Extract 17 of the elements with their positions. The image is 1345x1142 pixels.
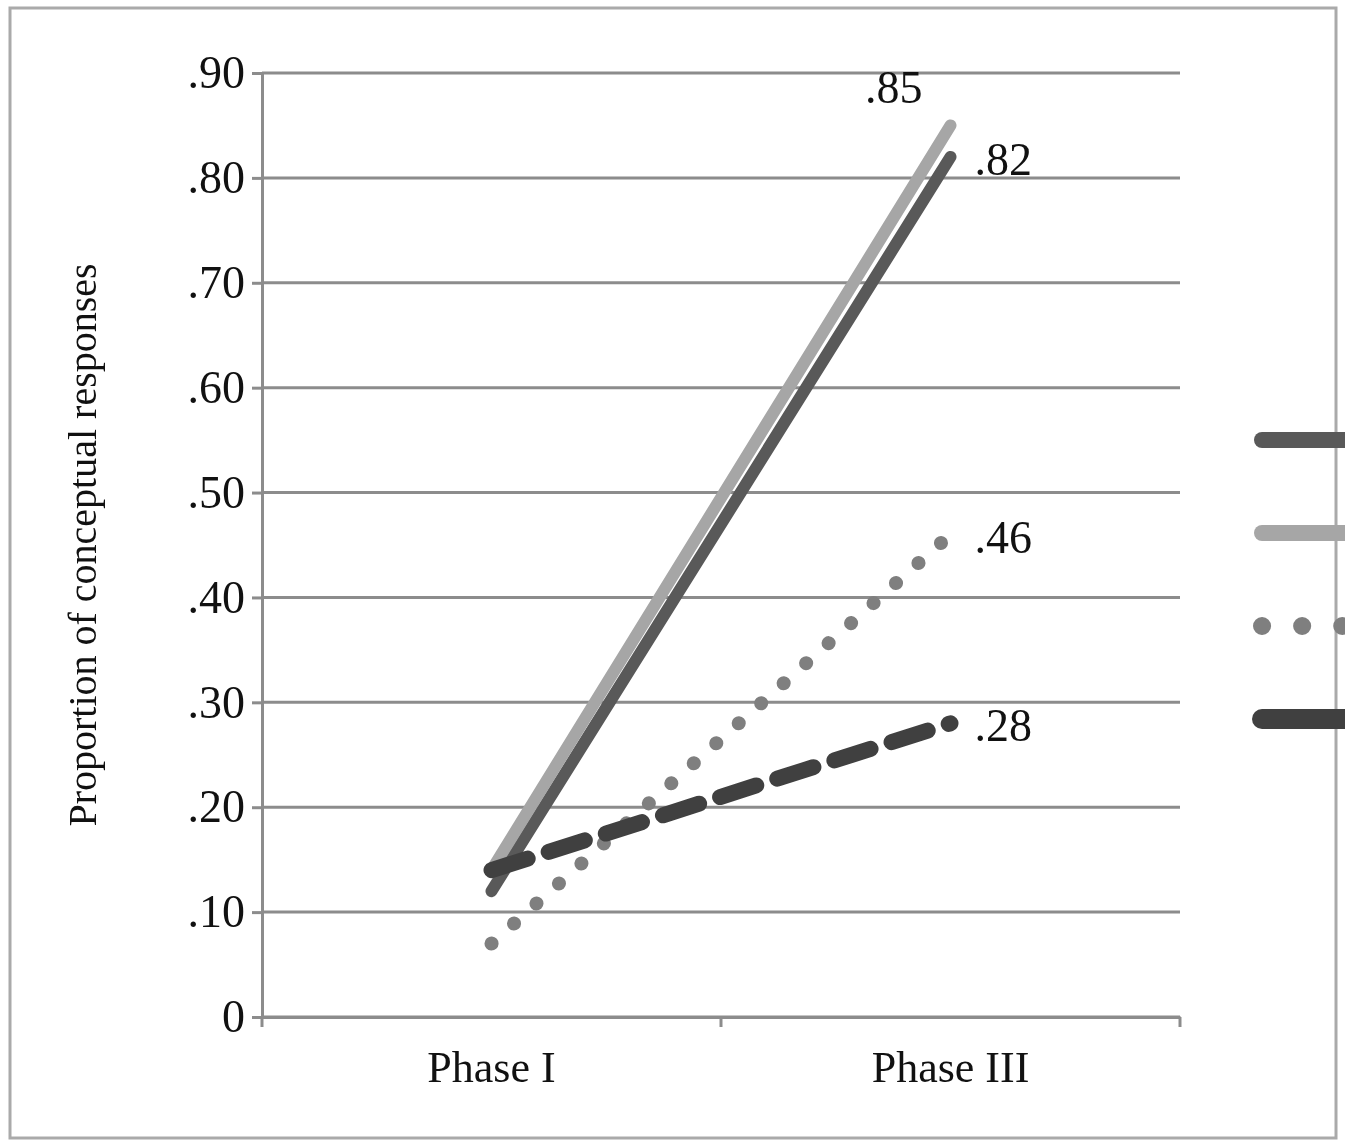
y-tick-label: .90 bbox=[187, 47, 245, 99]
x-tick-label: Phase I bbox=[427, 1042, 556, 1092]
y-axis-title: Proportion of conceptual responses bbox=[60, 263, 105, 827]
y-tick-label: .70 bbox=[187, 257, 245, 308]
x-tick-label: Phase III bbox=[871, 1042, 1030, 1092]
data-label: .28 bbox=[974, 700, 1032, 752]
data-label: .85 bbox=[865, 62, 923, 114]
y-tick-label: .30 bbox=[187, 676, 245, 728]
y-tick-label: .10 bbox=[187, 886, 245, 938]
y-tick-label: .80 bbox=[187, 152, 245, 204]
data-label: .46 bbox=[974, 511, 1032, 563]
y-tick-label: .40 bbox=[187, 571, 245, 623]
y-tick-label: .20 bbox=[187, 781, 245, 833]
data-label: .82 bbox=[974, 133, 1032, 185]
y-tick-label: .60 bbox=[187, 361, 245, 413]
y-tick-label: 0 bbox=[222, 991, 245, 1043]
y-tick-label: .50 bbox=[187, 466, 245, 518]
